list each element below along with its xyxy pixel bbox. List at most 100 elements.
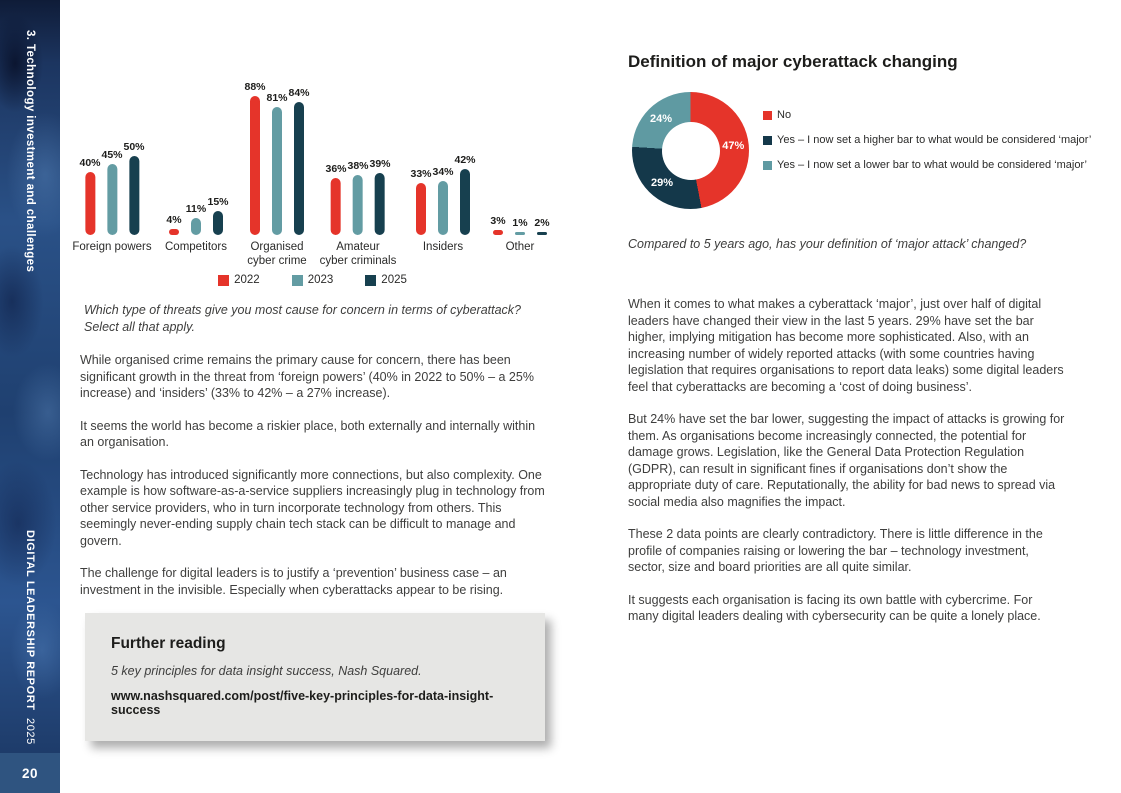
bar-value-label: 34%	[432, 166, 454, 178]
bar-group: 88% 81% 84% Organised cyber crime	[244, 81, 310, 269]
legend-item: Yes – I now set a lower bar to what woul…	[763, 159, 1091, 171]
threat-bar-chart: 40% 45% 50% Foreign powers 4% 11% 15% Competito…	[72, 81, 553, 286]
category-label: Organised cyber crime	[247, 241, 307, 268]
legend-swatch-icon	[763, 110, 772, 120]
bar-chart-legend: 2022 2023 2025	[75, 274, 550, 286]
bar-value-label: 45%	[101, 149, 123, 161]
legend-swatch-icon	[291, 274, 303, 286]
legend-item: 2022	[218, 274, 260, 286]
right-text-column: When it comes to what makes a cyberattac…	[628, 296, 1066, 641]
bar	[128, 156, 139, 235]
bar-value-label: 2%	[534, 217, 550, 229]
bar-value-label: 1%	[512, 217, 528, 229]
category-label: Amateur cyber criminals	[319, 241, 397, 268]
bar	[375, 173, 385, 235]
legend-label: 2023	[307, 274, 334, 286]
report-title-text: DIGITAL LEADERSHIP REPORT	[24, 529, 36, 711]
bar-plot: 40% 45% 50% Foreign powers 4% 11% 15% Competito…	[72, 81, 553, 272]
paragraph: But 24% have set the bar lower, suggesti…	[628, 412, 1065, 509]
bar-value-label: 81%	[266, 92, 288, 104]
bar	[106, 164, 117, 235]
category-label: Foreign powers	[72, 241, 152, 253]
legend-item: 2025	[365, 274, 407, 286]
category-label: Competitors	[165, 241, 227, 253]
bar	[272, 107, 282, 235]
legend-label: Yes – I now set a higher bar to what wou…	[777, 134, 1092, 146]
bar	[331, 178, 341, 235]
legend-label: 2025	[381, 274, 407, 286]
bar-value-label: 84%	[288, 87, 310, 99]
bar-value-label: 42%	[454, 154, 476, 166]
further-reading-reference: 5 key principles for data insight succes…	[111, 664, 422, 678]
donut-chart-heading: Definition of major cyberattack changing	[628, 52, 958, 71]
further-reading-box: Further reading 5 key principles for dat…	[85, 613, 545, 741]
bar-group: 36% 38% 39% Amateur cyber criminals	[320, 82, 397, 269]
bar-value-label: 33%	[410, 168, 432, 180]
paragraph: It seems the world has become a riskier …	[80, 418, 536, 450]
bar	[460, 169, 470, 235]
bar	[438, 181, 448, 235]
legend-item: No	[763, 109, 1091, 121]
bar	[416, 183, 426, 235]
bar-value-label: 40%	[79, 157, 101, 169]
donut-chart: 47% 29% 24%	[632, 92, 749, 209]
bar-group: 33% 34% 42% Insiders	[410, 82, 476, 254]
category-label: Other	[505, 241, 535, 253]
bar-value-label: 38%	[347, 160, 369, 172]
legend-swatch-icon	[763, 135, 772, 145]
bar	[191, 218, 201, 235]
bar-group: 4% 11% 15% Competitors	[163, 82, 229, 254]
legend-label: No	[777, 109, 792, 121]
sidebar-report-title: DIGITAL LEADERSHIP REPORT 2025	[24, 530, 36, 745]
paragraph: Technology has introduced significantly …	[80, 467, 545, 548]
bar-chart-question: Which type of threats give you most caus…	[84, 303, 521, 334]
further-reading-link[interactable]: www.nashsquared.com/post/five-key-princi…	[111, 689, 494, 717]
bar	[493, 230, 503, 235]
donut-chart-question: Compared to 5 years ago, has your defini…	[628, 237, 1027, 251]
paragraph: The challenge for digital leaders is to …	[80, 566, 507, 597]
legend-item: Yes – I now set a higher bar to what wou…	[763, 134, 1091, 146]
bar	[515, 232, 525, 235]
bar	[294, 102, 304, 235]
bar-value-label: 4%	[166, 214, 182, 226]
bar-value-label: 39%	[369, 158, 391, 170]
report-year: 2025	[24, 718, 36, 745]
paragraph: These 2 data points are clearly contradi…	[628, 527, 1043, 574]
sidebar-section-label: 3. Technology investment and challenges	[24, 30, 36, 273]
legend-label: 2022	[234, 274, 260, 286]
page-number: 20	[21, 765, 39, 781]
left-text-column: While organised crime remains the primar…	[80, 352, 552, 614]
donut-chart-legend: No Yes – I now set a higher bar to what w…	[763, 109, 1091, 171]
bar	[537, 232, 547, 235]
category-label: Insiders	[422, 241, 464, 253]
sidebar-background-texture	[0, 0, 60, 793]
bar-value-label: 15%	[207, 196, 229, 208]
page-number-block: 20	[0, 753, 60, 793]
donut-hole	[661, 121, 720, 180]
bar-value-label: 36%	[325, 163, 347, 175]
legend-swatch-icon	[763, 160, 772, 170]
bar-value-label: 11%	[185, 203, 207, 215]
bar	[169, 229, 179, 235]
donut-segment-label: 29%	[651, 176, 674, 189]
bar-value-label: 3%	[490, 215, 506, 227]
donut-segment-label: 47%	[722, 140, 745, 153]
legend-label: Yes – I now set a lower bar to what woul…	[777, 159, 1088, 171]
paragraph: While organised crime remains the primar…	[80, 353, 534, 400]
bar	[250, 96, 260, 235]
bar-group: 40% 45% 50% Foreign powers	[72, 82, 151, 254]
bar-value-label: 88%	[244, 81, 266, 93]
legend-item: 2023	[291, 274, 334, 286]
paragraph: When it comes to what makes a cyberattac…	[628, 297, 1064, 394]
further-reading-title: Further reading	[111, 635, 226, 652]
legend-swatch-icon	[218, 274, 230, 286]
bar	[213, 211, 223, 235]
bar-value-label: 50%	[123, 141, 145, 153]
bar	[84, 172, 95, 235]
bar-group: 3% 1% 2% Other	[487, 82, 553, 254]
donut-segment-label: 24%	[650, 113, 673, 126]
bar	[353, 175, 363, 235]
paragraph: It suggests each organisation is facing …	[628, 592, 1041, 624]
legend-swatch-icon	[365, 274, 377, 286]
